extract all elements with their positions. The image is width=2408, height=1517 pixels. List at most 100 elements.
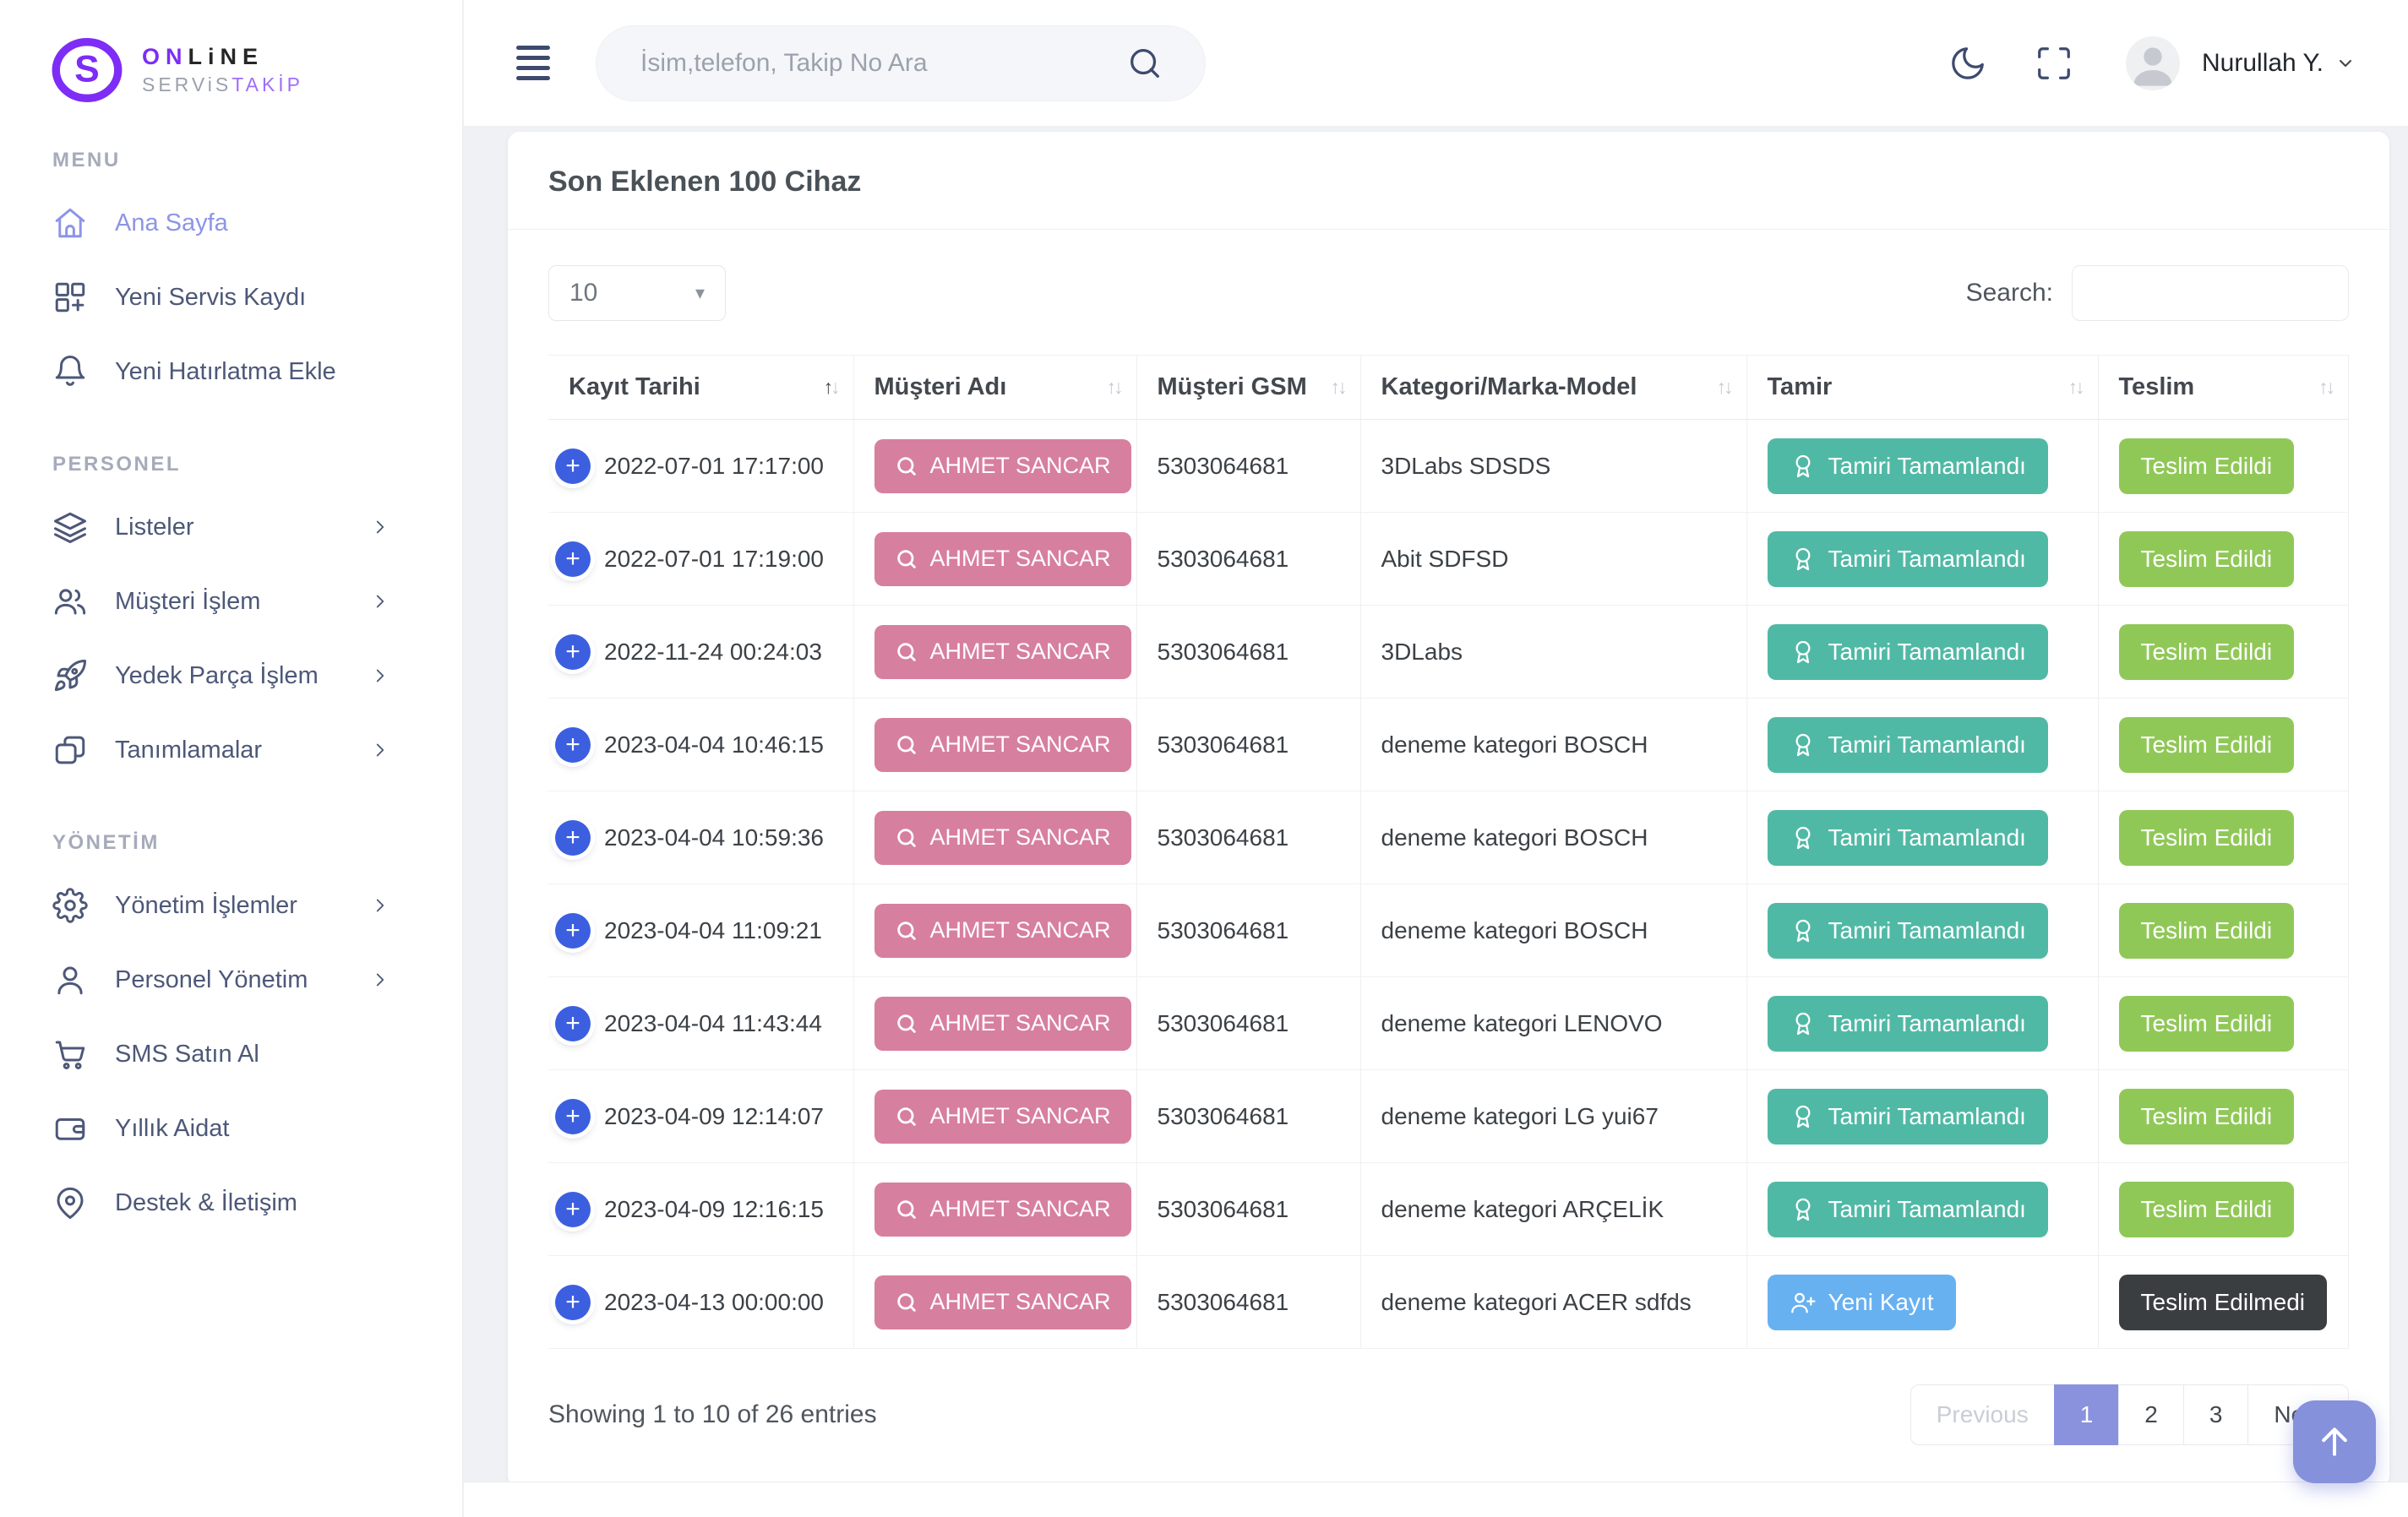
expand-row-button[interactable]: + [555,819,591,856]
chevron-right-icon [376,669,384,682]
table-search-input[interactable] [2072,265,2349,321]
sidebar-item-y-ll-k-aidat[interactable]: Yıllık Aidat [0,1091,462,1166]
expand-row-button[interactable]: + [555,726,591,763]
customer-button[interactable]: AHMET SANCAR [874,717,1131,772]
repair-status-button[interactable]: Tamiri Tamamlandı [1767,530,2048,587]
sidebar-item-ana-sayfa[interactable]: Ana Sayfa [0,186,462,260]
sidebar-item-m-teri-i-lem[interactable]: Müşteri İşlem [0,564,462,639]
repair-status-button[interactable]: Tamiri Tamamlandı [1767,902,2048,959]
pagination-2[interactable]: 2 [2118,1384,2184,1445]
delivery-status-button[interactable]: Teslim Edildi [2118,995,2295,1052]
customer-gsm: 5303064681 [1136,605,1360,699]
column-header-kategori-marka-model[interactable]: Kategori/Marka-Model ↑↓ [1359,355,1746,420]
fullscreen-button[interactable] [2035,44,2073,83]
select-arrow-icon: ▾ [695,282,705,303]
delivery-status-button[interactable]: Teslim Edildi [2118,716,2295,773]
sidebar-item-yeni-hat-rlatma-ekle[interactable]: Yeni Hatırlatma Ekle [0,334,462,409]
column-header-m-teri-gsm[interactable]: Müşteri GSM ↑↓ [1136,355,1360,420]
column-header-teslim[interactable]: Teslim ↑↓ [2097,355,2349,420]
column-header-tamir[interactable]: Tamir ↑↓ [1746,355,2098,420]
search-icon[interactable] [1125,44,1164,83]
customer-button[interactable]: AHMET SANCAR [874,438,1131,493]
sidebar-menu: MENU Ana Sayfa Yeni Servis Kaydı Yeni Hatır… [0,149,462,1240]
customer-gsm: 5303064681 [1136,512,1360,606]
pagination-3[interactable]: 3 [2182,1384,2249,1445]
brand-name-top: ONLiNE [142,44,264,69]
repair-status-button[interactable]: Tamiri Tamamlandı [1767,1088,2048,1145]
sort-icon: ↑↓ [2318,376,2335,398]
sidebar-item-sms-sat-n-al[interactable]: SMS Satın Al [0,1017,462,1091]
table-info: Showing 1 to 10 of 26 entries [548,1400,877,1428]
page-length-select[interactable]: 10 ▾ [548,265,726,321]
search-icon [896,828,916,847]
expand-row-button[interactable]: + [555,541,591,577]
sidebar-item-yedek-par-a-i-lem[interactable]: Yedek Parça İşlem [0,639,462,713]
grid-plus-icon [55,282,85,313]
delivery-status-button[interactable]: Teslim Edildi [2118,902,2295,959]
dark-mode-button[interactable] [1948,44,1987,83]
repair-status-button[interactable]: Tamiri Tamamlandı [1767,716,2048,773]
sidebar-item-destek-i-leti-im[interactable]: Destek & İletişim [0,1166,462,1240]
record-date: 2023-04-04 10:46:15 [604,731,824,758]
sidebar-item-yeni-servis-kayd[interactable]: Yeni Servis Kaydı [0,260,462,334]
customer-button[interactable]: AHMET SANCAR [874,531,1131,586]
award-icon [1795,733,1810,756]
delivery-status-button[interactable]: Teslim Edildi [2118,530,2295,587]
customer-button[interactable]: AHMET SANCAR [874,1182,1131,1237]
delivery-status-button[interactable]: Teslim Edildi [2118,623,2295,680]
expand-row-button[interactable]: + [555,448,591,484]
repair-status-button[interactable]: Tamiri Tamamlandı [1767,623,2048,680]
customer-button[interactable]: AHMET SANCAR [874,810,1131,865]
rocket-icon [54,660,86,692]
user-menu[interactable]: Nurullah Y. [2202,49,2356,78]
search-icon [896,1199,916,1219]
award-icon [1795,454,1810,477]
wallet-icon [55,1118,85,1140]
avatar[interactable] [2126,35,2180,90]
sidebar: S ONLiNE SERViSTAKİP MENU Ana Sayfa Yeni S… [0,0,463,1517]
customer-button[interactable]: AHMET SANCAR [874,996,1131,1051]
search-icon [896,1292,916,1312]
delivery-status-button[interactable]: Teslim Edildi [2118,438,2295,494]
sidebar-item-personel-y-netim[interactable]: Personel Yönetim [0,943,462,1017]
scroll-to-top-button[interactable] [2293,1400,2376,1483]
sidebar-item-listeler[interactable]: Listeler [0,490,462,564]
global-search-input[interactable] [597,25,1125,101]
customer-button[interactable]: AHMET SANCAR [874,624,1131,679]
gear-icon [52,888,88,923]
sidebar-item-label: SMS Satın Al [115,1040,259,1068]
repair-status-button[interactable]: Yeni Kayıt [1767,1274,1956,1330]
repair-status-button[interactable]: Tamiri Tamamlandı [1767,995,2048,1052]
expand-row-button[interactable]: + [555,633,591,670]
expand-row-button[interactable]: + [555,1098,591,1134]
expand-row-button[interactable]: + [555,1284,591,1320]
customer-gsm: 5303064681 [1136,791,1360,884]
repair-status-button[interactable]: Tamiri Tamamlandı [1767,438,2048,494]
delivery-status-button[interactable]: Teslim Edildi [2118,809,2295,866]
repair-status-button[interactable]: Tamiri Tamamlandı [1767,1181,2048,1237]
customer-gsm: 5303064681 [1136,884,1360,977]
column-header-kay-t-tarihi[interactable]: Kayıt Tarihi ↑↓ [548,355,853,420]
column-header-m-teri-ad[interactable]: Müşteri Adı ↑↓ [853,355,1136,420]
customer-gsm: 5303064681 [1136,1162,1360,1256]
expand-row-button[interactable]: + [555,912,591,949]
customer-button[interactable]: AHMET SANCAR [874,1275,1131,1329]
expand-row-button[interactable]: + [555,1005,591,1041]
sidebar-item-tan-mlamalar[interactable]: Tanımlamalar [0,713,462,787]
award-icon [1795,1105,1810,1128]
table-row: +2022-07-01 17:19:00 AHMET SANCAR 53030646… [548,512,2349,606]
sidebar-toggle-button[interactable] [516,46,550,80]
record-date: 2023-04-04 11:43:44 [604,1009,822,1036]
chevron-right-icon [376,973,384,987]
customer-button[interactable]: AHMET SANCAR [874,1089,1131,1144]
customer-button[interactable]: AHMET SANCAR [874,903,1131,958]
delivery-status-button[interactable]: Teslim Edildi [2118,1181,2295,1237]
sidebar-item-y-netim-i-lemler[interactable]: Yönetim İşlemler [0,868,462,943]
expand-row-button[interactable]: + [555,1191,591,1227]
pagination-1[interactable]: 1 [2053,1384,2120,1445]
brand-logo[interactable]: S ONLiNE SERViSTAKİP [0,0,462,105]
repair-status-button[interactable]: Tamiri Tamamlandı [1767,809,2048,866]
topbar: Nurullah Y. [464,0,2408,127]
delivery-status-button[interactable]: Teslim Edilmedi [2118,1274,2327,1330]
delivery-status-button[interactable]: Teslim Edildi [2118,1088,2295,1145]
